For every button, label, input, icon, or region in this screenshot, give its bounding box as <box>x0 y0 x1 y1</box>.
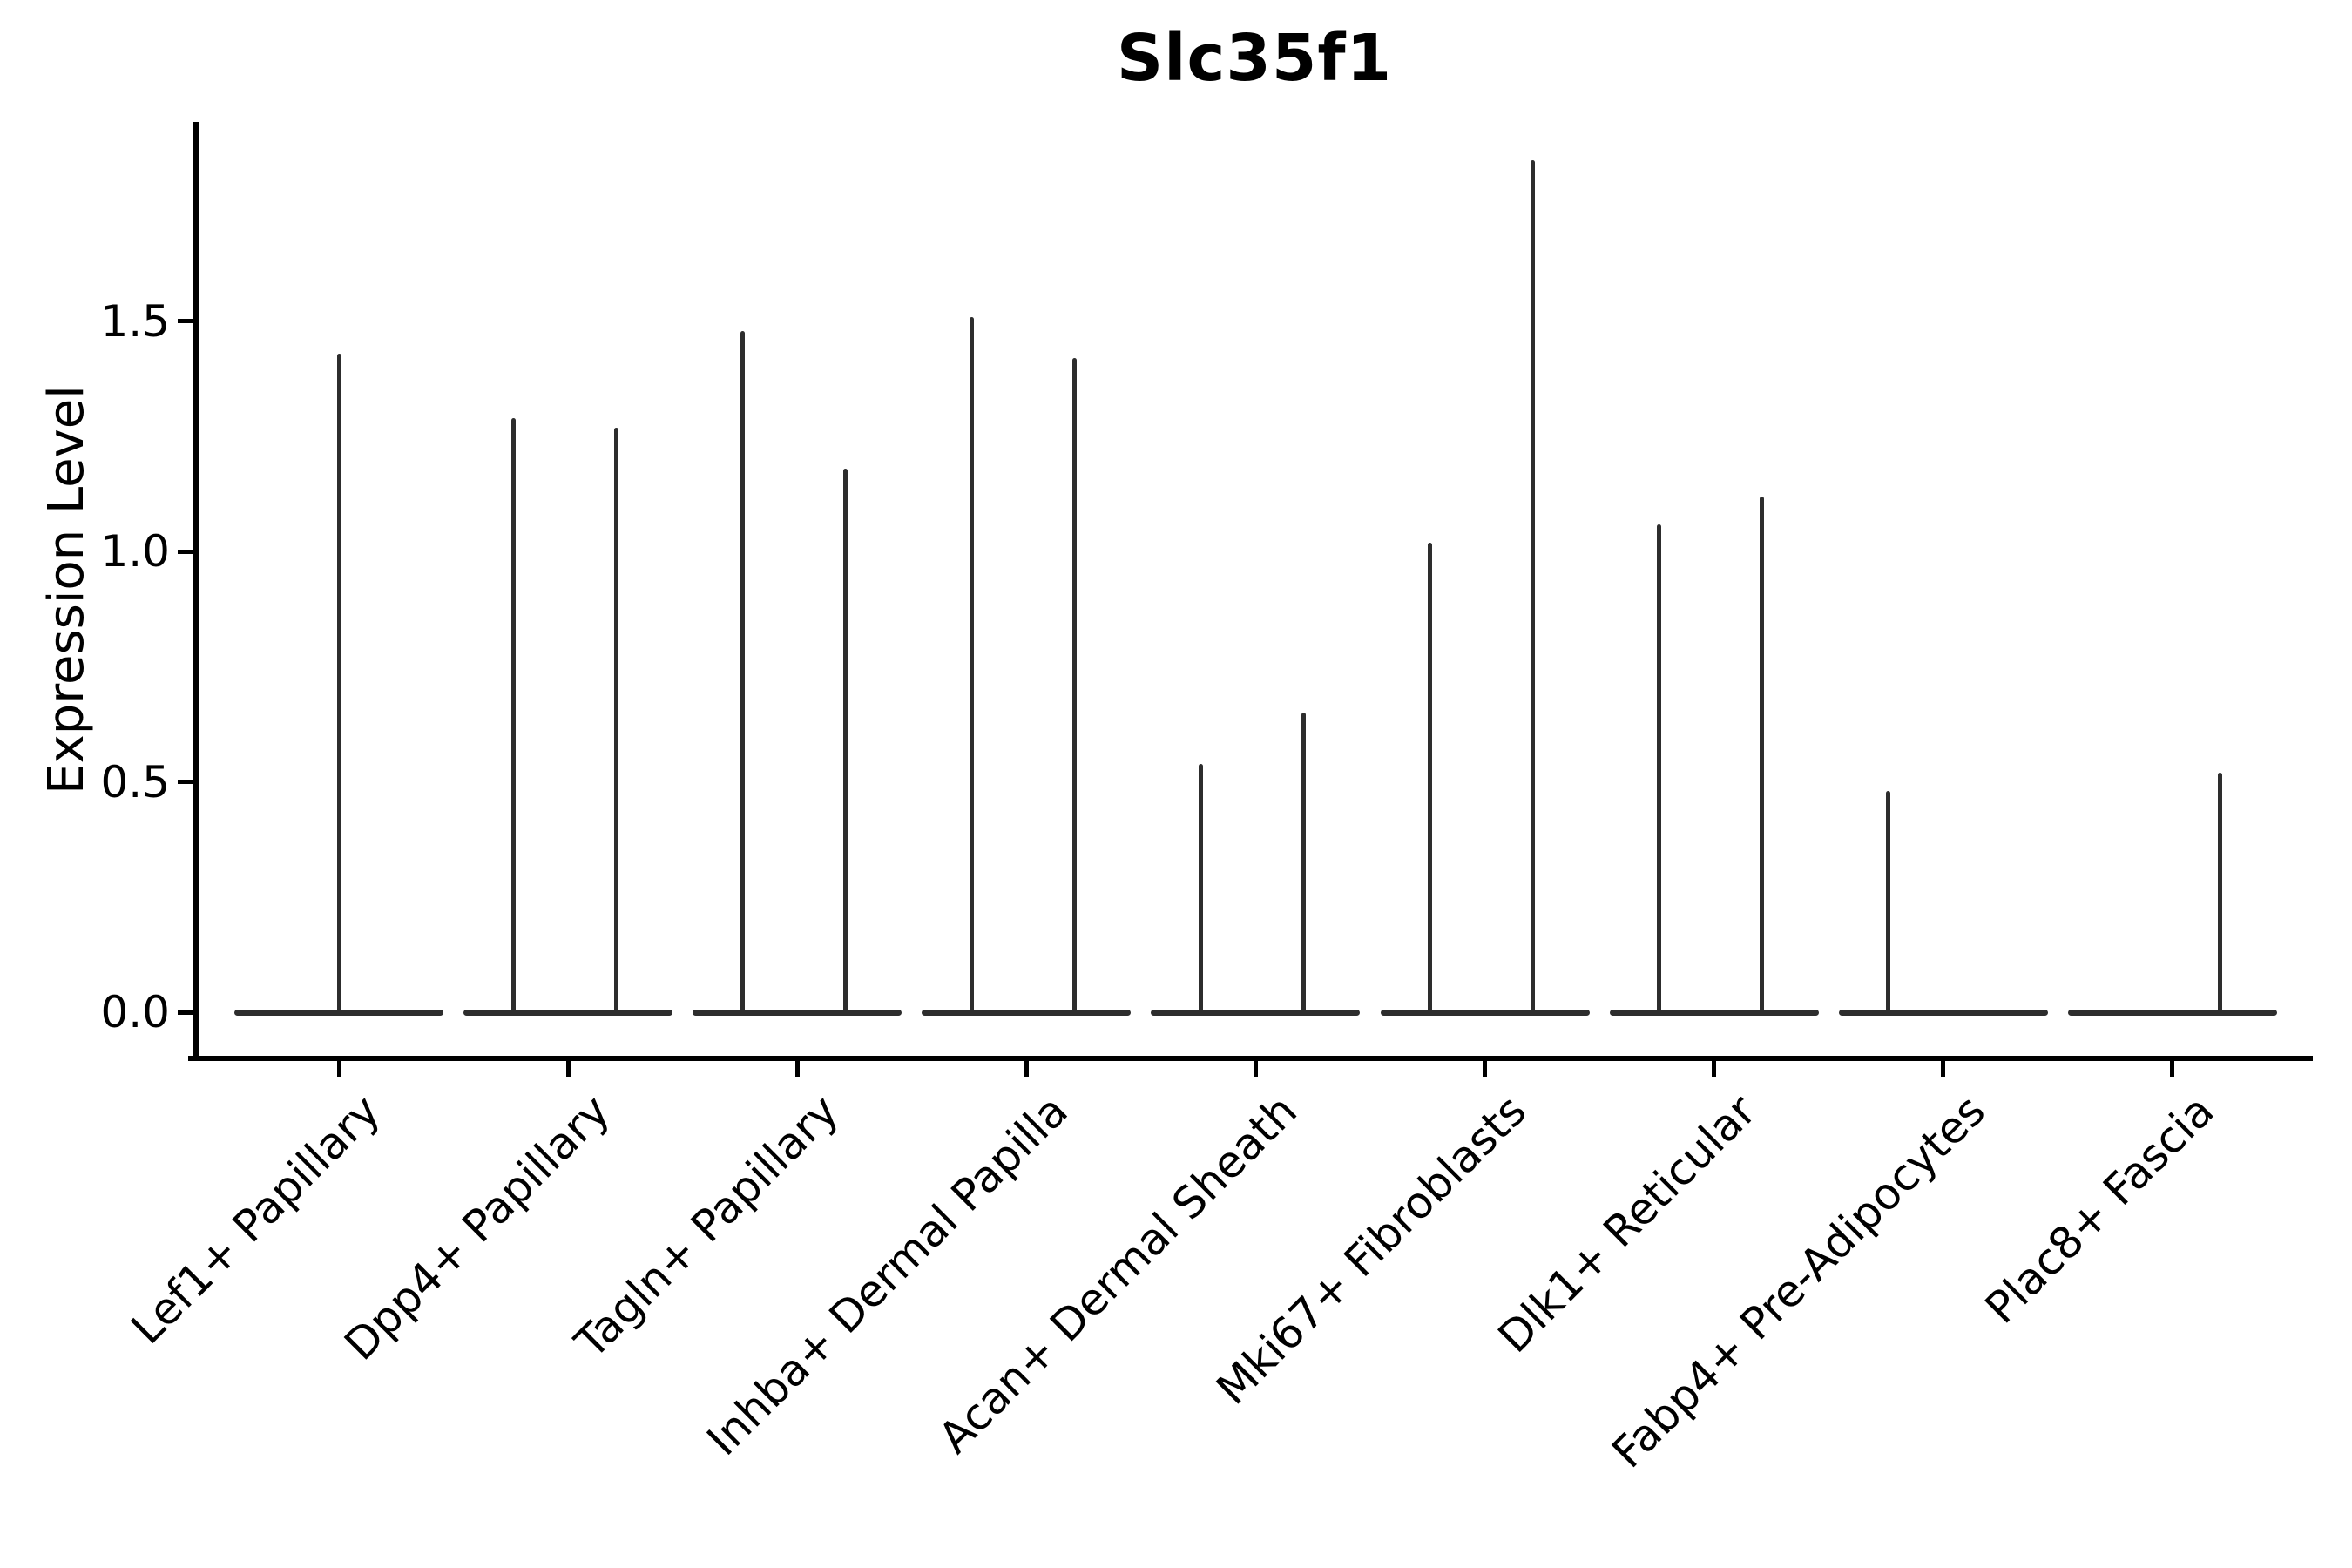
bottom-spine <box>188 1056 2313 1061</box>
violin-spike <box>1428 543 1432 1016</box>
violin-spike <box>1886 791 1890 1015</box>
violin-base <box>922 1010 1131 1016</box>
x-tick-label: Dlk1+ Reticular <box>1488 1085 1766 1363</box>
violin-spike <box>1199 764 1203 1016</box>
y-tick-label: 0.5 <box>100 757 170 808</box>
y-tick <box>178 1010 193 1015</box>
x-tick <box>1254 1061 1258 1077</box>
violin-base <box>463 1010 672 1016</box>
y-tick-label: 1.5 <box>100 296 170 347</box>
left-spine <box>193 122 199 1061</box>
y-tick-label: 1.0 <box>100 526 170 577</box>
violin-spike <box>2218 773 2222 1015</box>
x-tick <box>2170 1061 2174 1077</box>
violin-spike <box>740 331 745 1016</box>
x-tick <box>795 1061 800 1077</box>
x-tick-label: Plac8+ Fascia <box>1976 1085 2224 1334</box>
y-tick <box>178 319 193 323</box>
x-tick <box>566 1061 571 1077</box>
violin-spike <box>337 354 341 1016</box>
violin-spike <box>511 418 516 1016</box>
violin-spike <box>843 469 848 1015</box>
violin-base <box>1839 1010 2048 1016</box>
x-tick <box>1024 1061 1029 1077</box>
violin-spike <box>1657 524 1661 1016</box>
violin-spike <box>1072 358 1077 1015</box>
x-tick <box>1941 1061 1945 1077</box>
y-tick <box>178 550 193 554</box>
y-tick <box>178 780 193 784</box>
y-tick-label: 0.0 <box>100 987 170 1037</box>
violin-spike <box>1301 713 1306 1015</box>
violin-base <box>1381 1010 1590 1016</box>
chart-title: Slc35f1 <box>1116 21 1393 96</box>
x-tick <box>1483 1061 1487 1077</box>
violin-spike <box>1531 160 1535 1016</box>
x-tick <box>1712 1061 1716 1077</box>
violin-spike <box>1760 497 1764 1016</box>
x-tick-label: Fabp4+ Pre-Adipocytes <box>1602 1085 1995 1478</box>
violin-spike <box>970 317 974 1016</box>
x-tick <box>337 1061 341 1077</box>
violin-base <box>2068 1010 2277 1016</box>
violin-base <box>1610 1010 1819 1016</box>
violin-base <box>1151 1010 1360 1016</box>
violin-spike <box>614 428 618 1016</box>
x-tick-label: Lef1+ Papillary <box>121 1085 390 1354</box>
violin-base <box>693 1010 902 1016</box>
